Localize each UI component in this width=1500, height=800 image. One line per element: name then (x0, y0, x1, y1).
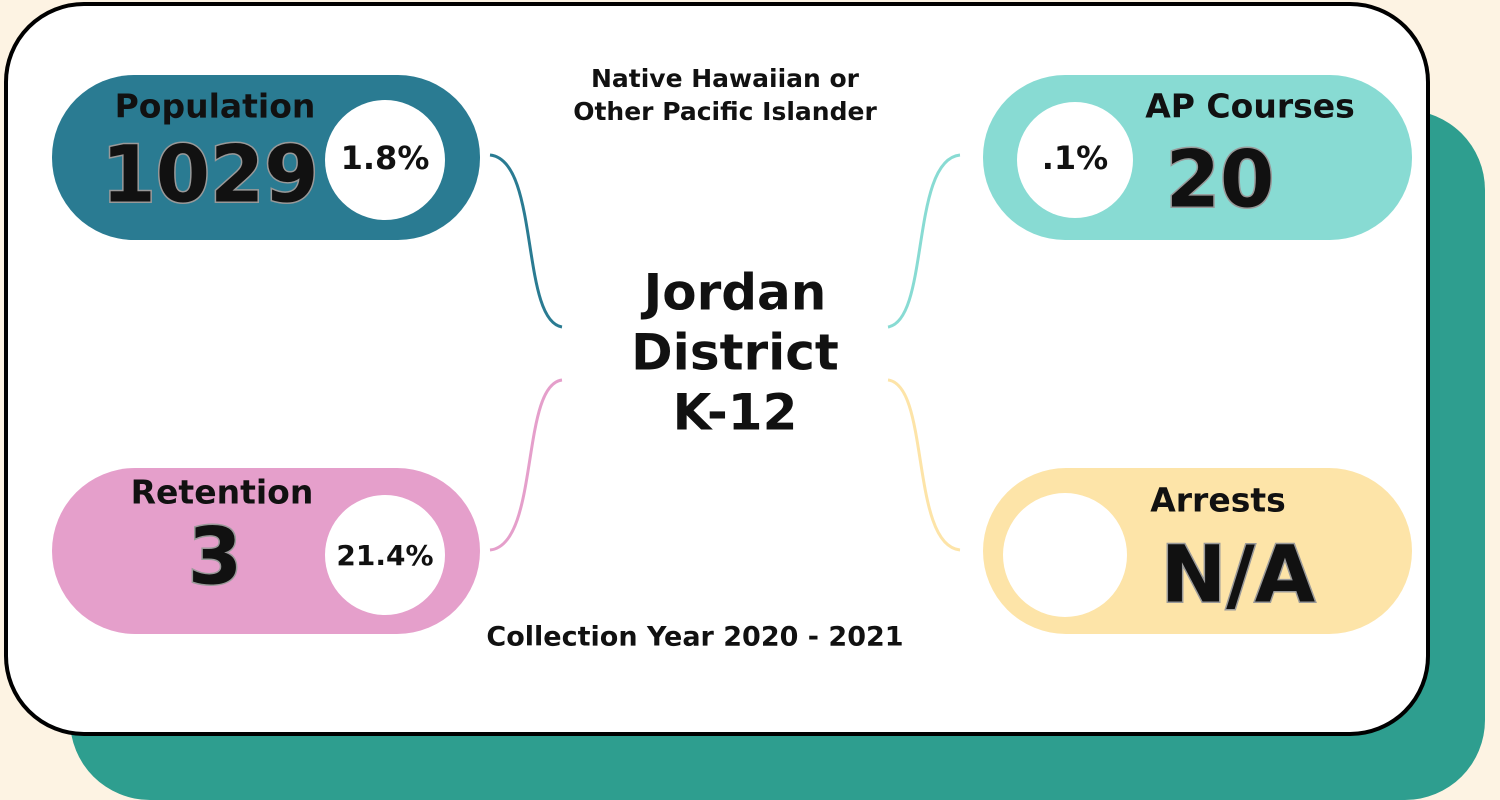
title-line: District (631, 324, 839, 382)
connector (489, 378, 563, 552)
card-percent: 21.4% (336, 539, 433, 572)
card-percent: .1% (1042, 139, 1108, 177)
circle (325, 100, 445, 220)
circle (1017, 102, 1133, 218)
circle (325, 495, 445, 615)
card-label: Population (115, 87, 316, 126)
header-line: Other Pacific Islander (573, 97, 877, 126)
card-population: Population 1029 1.8% (52, 75, 480, 240)
header-line: Native Hawaiian or (591, 64, 860, 93)
title-line: Jordan (641, 264, 827, 322)
card-label: Arrests (1150, 481, 1286, 520)
card-value: N/A (1161, 530, 1315, 620)
card-label: Retention (131, 473, 314, 512)
card-arrests: Arrests N/A (983, 468, 1412, 634)
card-value: 1029 (101, 130, 318, 220)
card-label: AP Courses (1145, 87, 1355, 126)
card-retention: Retention 3 21.4% (52, 468, 480, 634)
card-ap-courses: AP Courses 20 .1% (983, 75, 1412, 240)
connector (489, 153, 563, 329)
circle (1003, 493, 1127, 617)
footer: Collection Year 2020 - 2021 (486, 622, 903, 653)
title-line: K-12 (673, 384, 798, 442)
card-percent: 1.8% (341, 139, 430, 177)
card-value: 3 (188, 512, 242, 602)
connector (887, 378, 961, 552)
card-value: 20 (1166, 135, 1275, 225)
connector (887, 153, 961, 329)
